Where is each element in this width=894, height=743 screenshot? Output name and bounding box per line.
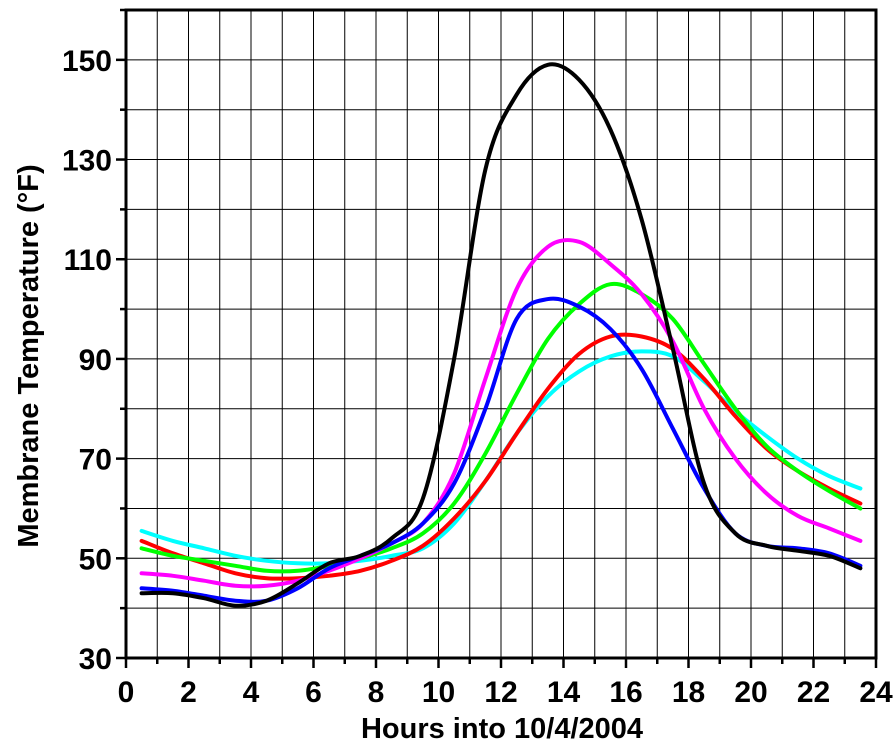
x-tick-label: 10 — [422, 676, 455, 709]
y-tick-label: 130 — [62, 145, 112, 178]
y-tick-label: 90 — [79, 344, 112, 377]
y-axis-title: Membrane Temperature (°F) — [13, 164, 45, 547]
x-tick-label: 4 — [243, 676, 260, 709]
x-tick-label: 16 — [609, 676, 642, 709]
series-line — [139, 281, 863, 574]
x-tick-label: 24 — [859, 676, 893, 709]
x-tick-label: 18 — [672, 676, 705, 709]
y-tick-label: 30 — [79, 643, 112, 676]
series-line — [139, 238, 863, 589]
x-tick-label: 6 — [305, 676, 322, 709]
series-line — [139, 62, 863, 608]
x-tick-label: 2 — [180, 676, 197, 709]
axis-ticks — [116, 8, 878, 668]
x-axis-title: Hours into 10/4/2004 — [361, 713, 643, 743]
y-tick-label: 70 — [79, 444, 112, 477]
x-tick-label: 0 — [118, 676, 135, 709]
x-tick-label: 8 — [368, 676, 385, 709]
y-tick-label: 110 — [64, 244, 112, 277]
x-tick-labels: 0 2 4 6 8 10 12 14 16 18 20 22 24 — [118, 676, 893, 709]
series-line — [139, 332, 863, 581]
x-tick-label: 14 — [547, 676, 581, 709]
x-tick-label: 20 — [734, 676, 767, 709]
y-tick-label: 150 — [62, 45, 112, 78]
y-tick-label: 50 — [79, 543, 112, 576]
y-tick-labels: 30 50 70 90 110 130 150 — [62, 45, 112, 676]
x-tick-label: 22 — [797, 676, 830, 709]
series-lines — [139, 62, 863, 608]
x-tick-label: 12 — [484, 676, 517, 709]
